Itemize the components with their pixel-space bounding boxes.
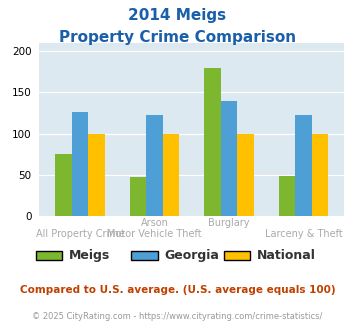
Text: © 2025 CityRating.com - https://www.cityrating.com/crime-statistics/: © 2025 CityRating.com - https://www.city… [32, 312, 323, 321]
Bar [130, 178, 146, 216]
Bar [237, 134, 253, 216]
Text: Larceny & Theft: Larceny & Theft [264, 229, 342, 239]
Bar [55, 154, 72, 216]
Bar [312, 134, 328, 216]
Text: Burglary: Burglary [208, 218, 250, 228]
Text: Property Crime Comparison: Property Crime Comparison [59, 30, 296, 45]
Text: Georgia: Georgia [164, 249, 219, 262]
Bar [163, 134, 179, 216]
Bar [88, 134, 105, 216]
Text: National: National [257, 249, 316, 262]
Text: Motor Vehicle Theft: Motor Vehicle Theft [107, 229, 202, 239]
Bar [146, 115, 163, 216]
Bar [72, 112, 88, 216]
Text: Meigs: Meigs [69, 249, 110, 262]
Bar [295, 115, 312, 216]
Bar [221, 101, 237, 216]
Text: Arson: Arson [141, 218, 168, 228]
Text: All Property Crime: All Property Crime [36, 229, 124, 239]
Bar [279, 176, 295, 216]
Text: 2014 Meigs: 2014 Meigs [129, 8, 226, 23]
Text: Compared to U.S. average. (U.S. average equals 100): Compared to U.S. average. (U.S. average … [20, 285, 335, 295]
Bar [204, 68, 221, 216]
